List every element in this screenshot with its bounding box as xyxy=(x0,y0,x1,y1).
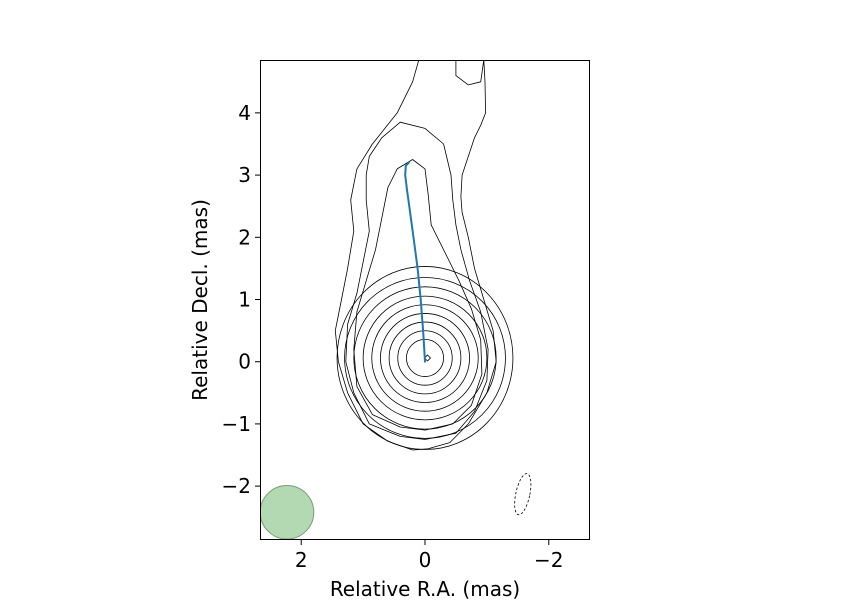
x-tick-label: 0 xyxy=(419,548,432,572)
core-contour xyxy=(353,286,497,430)
core-contour xyxy=(388,321,462,395)
data-layer xyxy=(261,60,532,539)
y-tick-label: −1 xyxy=(222,412,251,436)
y-tick-label: −2 xyxy=(222,474,251,498)
core-contour xyxy=(406,339,444,377)
y-tick-label: 1 xyxy=(238,288,251,312)
y-axis-label: Relative Decl. (mas) xyxy=(188,199,212,401)
x-tick-label: −2 xyxy=(534,548,563,572)
core-contour xyxy=(362,295,488,421)
y-tick-label: 0 xyxy=(238,350,251,374)
core-contour xyxy=(397,330,453,386)
core-contour xyxy=(344,277,506,439)
x-axis-label: Relative R.A. (mas) xyxy=(330,577,520,600)
y-tick-label: 3 xyxy=(238,163,251,187)
negative-contour xyxy=(514,473,532,516)
contour-level-3 xyxy=(345,121,489,440)
plot-frame xyxy=(260,60,590,540)
ticks-layer: 2 0 −2 −2 −1 0 1 2 3 4 xyxy=(222,101,564,572)
core-contour xyxy=(371,304,479,412)
contour-level-2 xyxy=(455,60,485,86)
contour-level-4 xyxy=(353,159,483,431)
beam-ellipse xyxy=(261,484,315,539)
core-contour xyxy=(336,266,514,450)
jet-ridge-line xyxy=(404,161,426,363)
x-tick-label: 2 xyxy=(295,548,308,572)
y-tick-label: 2 xyxy=(238,225,251,249)
y-tick-label: 4 xyxy=(238,101,251,125)
core-contour xyxy=(380,313,470,403)
contour-level-1 xyxy=(334,60,497,451)
